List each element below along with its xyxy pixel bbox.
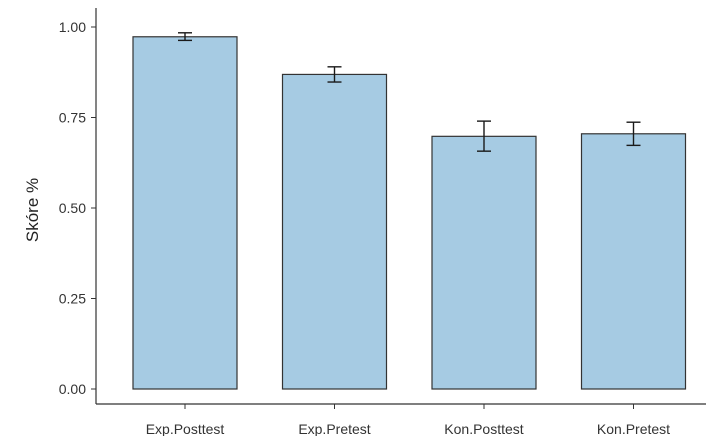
plot-area: 0.00 0.25 0.50 0.75 1.00 Exp.Posttest Exp.Pret…: [59, 8, 706, 436]
y-tick-label: 0.75: [59, 110, 86, 126]
y-tick-label: 0.50: [59, 200, 86, 216]
x-tick-label: Exp.Posttest: [146, 421, 225, 436]
y-tick-label: 0.25: [59, 291, 86, 307]
y-tick-label: 1.00: [59, 19, 86, 35]
y-axis-title: Skóre %: [23, 178, 42, 242]
bar: [132, 36, 238, 390]
bar: [431, 135, 537, 390]
y-tick-label: 0.00: [59, 381, 86, 397]
x-tick-label: Kon.Posttest: [444, 421, 523, 436]
x-tick-label: Kon.Pretest: [597, 421, 670, 436]
bar: [580, 133, 687, 390]
bar: [281, 73, 388, 390]
x-tick-label: Exp.Pretest: [298, 421, 370, 436]
